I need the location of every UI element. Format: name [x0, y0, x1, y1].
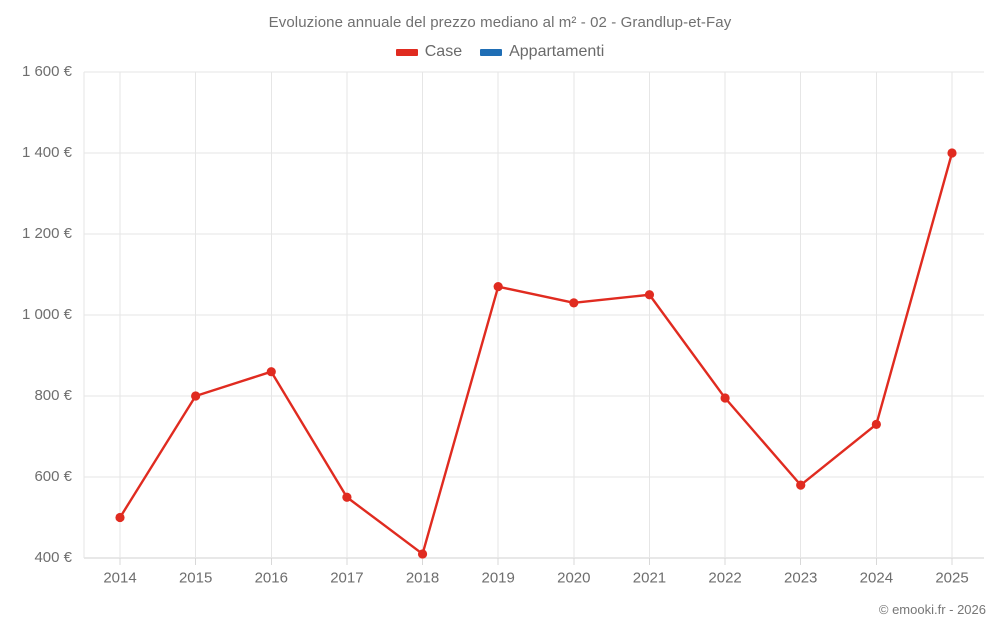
- grid-lines: [83, 71, 984, 565]
- y-axis-tick-labels: 400 € 600 € 800 € 1 000 € 1 200 € 1 400 € 1 60…: [22, 63, 73, 566]
- x-axis-tick-label: 2023: [784, 569, 817, 586]
- x-axis-tick-label: 2019: [481, 569, 514, 586]
- data-point-marker[interactable]: [720, 393, 730, 403]
- x-axis-tick-labels: 2014 2015 2016 2017 2018 2019 2020 2021 2022 2023…: [103, 569, 968, 586]
- legend-label-appartamenti: Appartamenti: [509, 43, 605, 60]
- x-axis-tick-label: 2018: [406, 569, 439, 586]
- x-axis-tick-label: 2025: [935, 569, 968, 586]
- y-axis-tick-label: 600 €: [34, 468, 72, 485]
- data-point-marker[interactable]: [947, 148, 957, 158]
- legend-item-case[interactable]: Case: [395, 43, 463, 61]
- y-axis-tick-label: 800 €: [34, 387, 72, 404]
- x-axis-tick-label: 2021: [633, 569, 666, 586]
- legend-swatch-case: [395, 48, 418, 56]
- data-point-marker[interactable]: [493, 282, 503, 292]
- y-axis-tick-label: 1 000 €: [22, 306, 73, 323]
- y-axis-tick-label: 400 €: [34, 549, 72, 566]
- copyright-footer: © emooki.fr - 2026: [878, 602, 986, 617]
- chart-title: Evoluzione annuale del prezzo mediano al…: [268, 14, 732, 31]
- data-point-marker[interactable]: [569, 298, 579, 308]
- data-point-marker[interactable]: [191, 391, 201, 401]
- x-axis-tick-label: 2022: [708, 569, 741, 586]
- data-point-marker[interactable]: [115, 512, 125, 523]
- data-point-marker[interactable]: [871, 419, 881, 429]
- data-point-marker[interactable]: [266, 367, 276, 377]
- x-axis-tick-label: 2015: [179, 569, 212, 586]
- legend-swatch-appartamenti: [480, 48, 503, 56]
- x-axis-tick-label: 2014: [103, 569, 136, 586]
- chart-legend: Case Appartamenti: [0, 43, 1000, 61]
- series-line-case: [118, 151, 954, 556]
- legend-label-case: Case: [424, 43, 463, 60]
- data-point-marker[interactable]: [342, 492, 352, 502]
- y-axis-tick-label: 1 200 €: [22, 225, 73, 242]
- y-axis-tick-label: 1 600 €: [22, 63, 73, 80]
- data-point-marker[interactable]: [417, 549, 428, 559]
- y-axis-tick-label: 1 400 €: [22, 144, 73, 161]
- data-series: [115, 148, 957, 559]
- x-axis-tick-label: 2024: [860, 569, 893, 586]
- data-point-marker[interactable]: [644, 290, 655, 300]
- x-axis-tick-label: 2020: [557, 569, 590, 586]
- legend-item-appartamenti[interactable]: Appartamenti: [480, 43, 604, 61]
- x-axis-tick-label: 2017: [330, 569, 363, 586]
- x-axis-tick-label: 2016: [255, 569, 288, 586]
- data-point-marker[interactable]: [796, 480, 806, 490]
